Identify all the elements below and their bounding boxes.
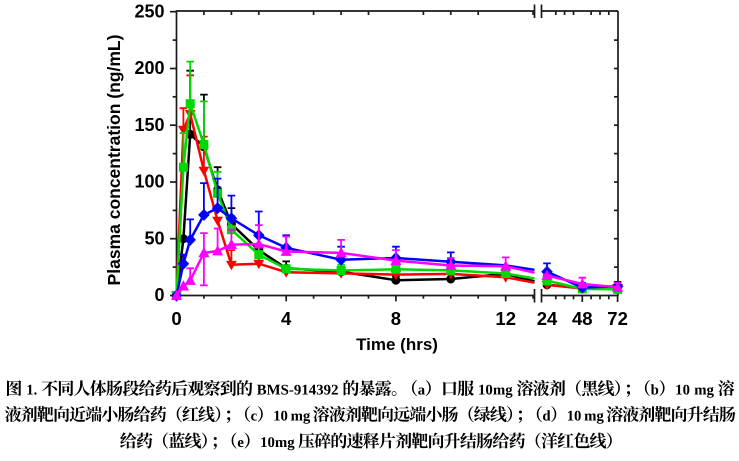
- svg-text:250: 250: [134, 1, 164, 21]
- svg-text:24: 24: [537, 308, 558, 329]
- svg-text:100: 100: [134, 172, 164, 192]
- svg-text:48: 48: [572, 308, 593, 329]
- svg-text:72: 72: [607, 308, 628, 329]
- svg-text:150: 150: [134, 115, 164, 135]
- svg-text:0: 0: [154, 285, 164, 305]
- svg-text:200: 200: [134, 58, 164, 78]
- svg-text:8: 8: [391, 308, 401, 329]
- svg-text:0: 0: [171, 308, 181, 329]
- svg-text:4: 4: [281, 308, 292, 329]
- svg-text:12: 12: [495, 308, 516, 329]
- svg-text:Time (hrs): Time (hrs): [356, 335, 438, 354]
- svg-text:Plasma concentration (ng/mL): Plasma concentration (ng/mL): [104, 35, 124, 286]
- svg-text:50: 50: [144, 228, 164, 248]
